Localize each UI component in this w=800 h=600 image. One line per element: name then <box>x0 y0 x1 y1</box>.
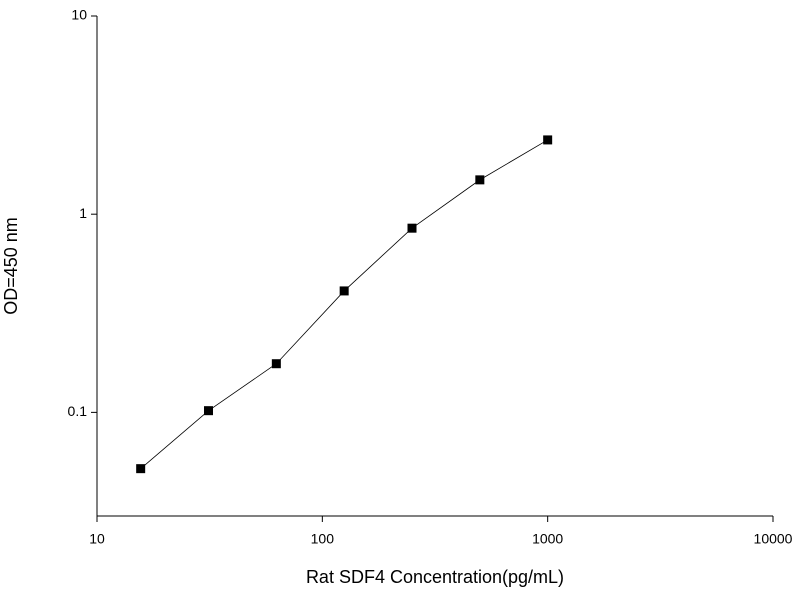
series-line <box>140 139 548 469</box>
x-axis-title: Rat SDF4 Concentration(pg/mL) <box>306 567 564 587</box>
data-point <box>339 286 349 296</box>
x-tick-label: 10000 <box>754 531 793 547</box>
y-tick-label: 10 <box>71 7 87 23</box>
data-point <box>204 406 214 416</box>
data-point <box>475 175 485 185</box>
data-point <box>136 464 146 474</box>
x-tick-label: 100 <box>311 531 335 547</box>
y-tick-label: 1 <box>79 205 87 221</box>
x-tick-label: 1000 <box>532 531 563 547</box>
data-point <box>271 359 281 369</box>
x-tick-label: 10 <box>89 531 105 547</box>
y-tick-label: 0.1 <box>68 403 88 419</box>
data-point <box>543 135 553 145</box>
data-point <box>407 223 417 233</box>
y-axis-title: OD=450 nm <box>1 217 21 315</box>
